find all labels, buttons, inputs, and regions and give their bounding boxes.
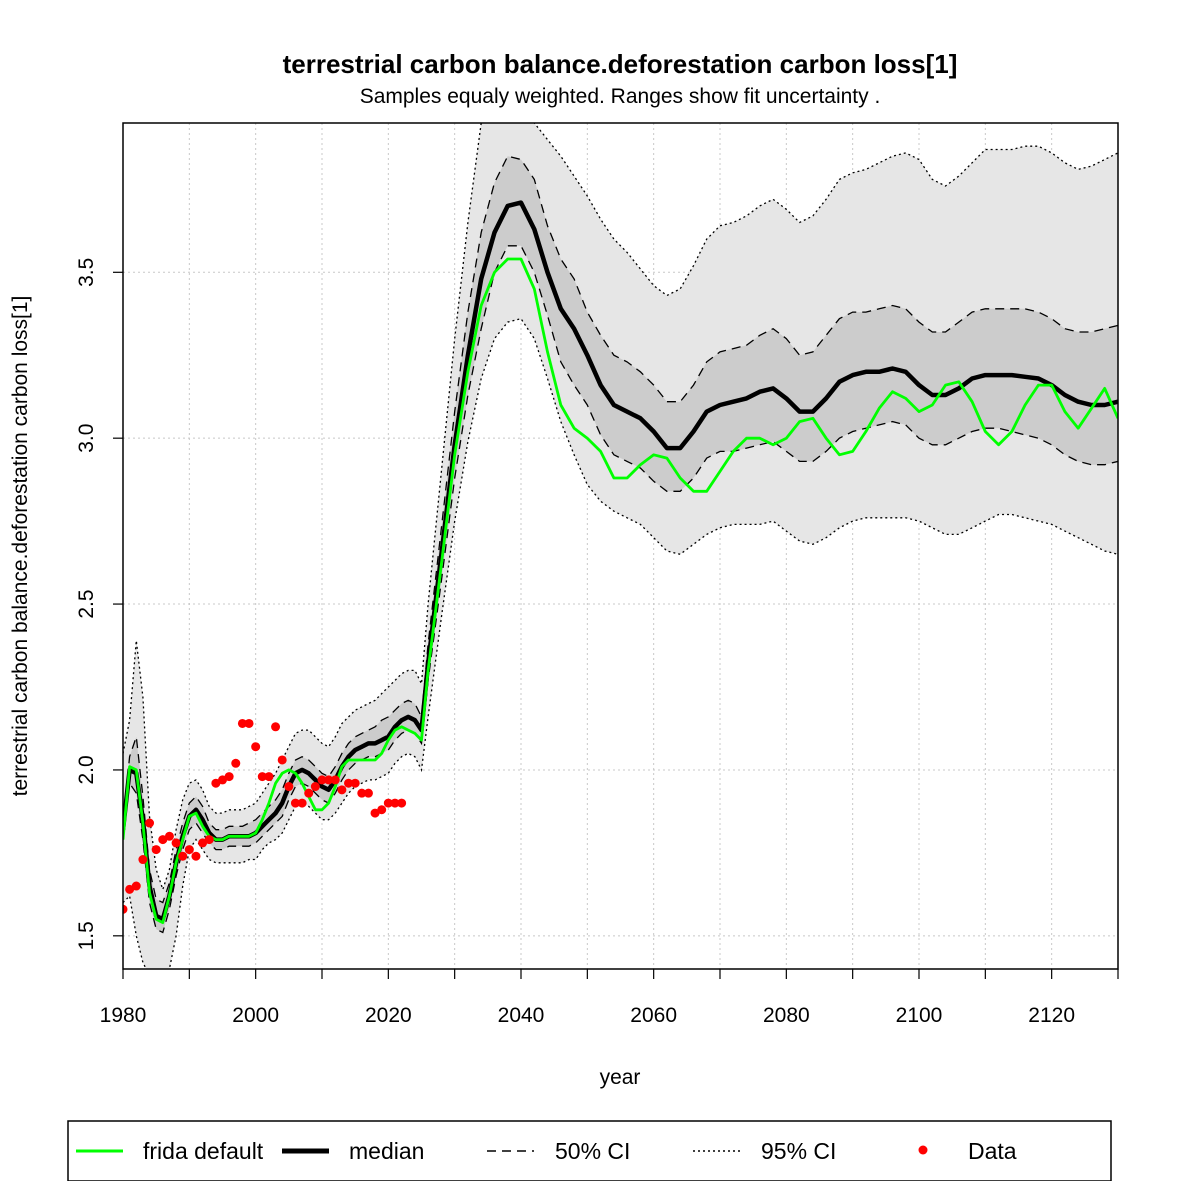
data-point [390, 798, 400, 808]
data-point [297, 798, 307, 808]
y-tick-label: 2.5 [75, 589, 98, 618]
data-point [304, 788, 314, 798]
legend-box [67, 1120, 1112, 1181]
x-axis: 1980 2000 2020 2040 2060 2080 2100 2120 [100, 969, 1119, 1027]
y-tick-label: 3.5 [75, 258, 98, 287]
y-tick-label: 3.0 [75, 424, 98, 453]
frida-default-line [123, 257, 1118, 924]
data-point [164, 831, 174, 841]
legend-label-frida-default: frida default [143, 1138, 264, 1164]
ci50-band [123, 156, 1118, 933]
legend: frida default median 50% CI 95% CI Data [67, 1120, 1112, 1181]
legend-swatch-data [918, 1145, 928, 1155]
data-point [125, 884, 135, 894]
y-axis: 1.5 2.0 2.5 3.0 3.5 [75, 258, 123, 950]
ci95-band [123, 123, 1118, 969]
x-axis-label: year [600, 1066, 641, 1089]
x-tick-label: 2060 [630, 1004, 677, 1027]
data-point [257, 772, 267, 782]
x-tick-label: 2080 [763, 1004, 810, 1027]
data-point [284, 782, 294, 792]
data-point [317, 775, 327, 785]
data-point [264, 772, 274, 782]
data-point [171, 838, 181, 848]
x-tick-label: 2100 [896, 1004, 943, 1027]
data-point [224, 772, 234, 782]
data-point [370, 808, 380, 818]
data-point [211, 778, 221, 788]
ci95-upper-line [123, 123, 1118, 892]
y-axis-label: terrestrial carbon balance.deforestation… [9, 296, 32, 797]
data-point [191, 851, 201, 861]
data-point [151, 845, 161, 855]
x-tick-label: 2020 [365, 1004, 412, 1027]
y-tick-label: 1.5 [75, 921, 98, 950]
legend-label-ci95: 95% CI [761, 1138, 836, 1164]
data-point [244, 718, 254, 728]
data-points [123, 718, 407, 914]
data-point [337, 785, 347, 795]
data-point [344, 778, 354, 788]
data-point [330, 775, 340, 785]
data-point [271, 722, 281, 732]
plot-area [122, 122, 1119, 970]
data-point [218, 775, 227, 785]
data-point [397, 798, 407, 808]
data-point [277, 755, 287, 765]
data-point [184, 845, 194, 855]
data-point [350, 778, 360, 788]
ci50-lower-line [123, 245, 1118, 934]
data-point [123, 904, 128, 914]
data-point [131, 881, 141, 891]
data-point [231, 758, 241, 768]
chart-subtitle: Samples equaly weighted. Ranges show fit… [360, 85, 881, 108]
data-point [363, 788, 373, 798]
plot-frame [122, 122, 1119, 970]
data-point [383, 798, 393, 808]
ci50-upper-line [123, 155, 1118, 904]
x-tick-label: 1980 [100, 1004, 147, 1027]
data-point [251, 742, 261, 752]
data-point [290, 798, 300, 808]
confidence-bands [123, 123, 1118, 969]
legend-label-ci50: 50% CI [555, 1138, 630, 1164]
data-point [237, 718, 247, 728]
data-point [357, 788, 367, 798]
chart-title: terrestrial carbon balance.deforestation… [283, 49, 958, 79]
data-point [377, 805, 387, 815]
data-point [145, 818, 155, 828]
y-tick-label: 2.0 [75, 755, 98, 784]
x-tick-label: 2120 [1028, 1004, 1075, 1027]
series-lines [123, 123, 1118, 969]
data-point [158, 835, 168, 845]
data-point [178, 851, 188, 861]
data-point [324, 775, 334, 785]
ci95-lower-line [123, 317, 1118, 969]
data-point [204, 835, 214, 845]
legend-label-data: Data [968, 1138, 1017, 1164]
x-tick-label: 2000 [232, 1004, 279, 1027]
x-tick-label: 2040 [498, 1004, 545, 1027]
data-point [138, 855, 148, 865]
legend-label-median: median [349, 1138, 424, 1164]
data-point [198, 838, 208, 848]
data-point [310, 782, 320, 792]
